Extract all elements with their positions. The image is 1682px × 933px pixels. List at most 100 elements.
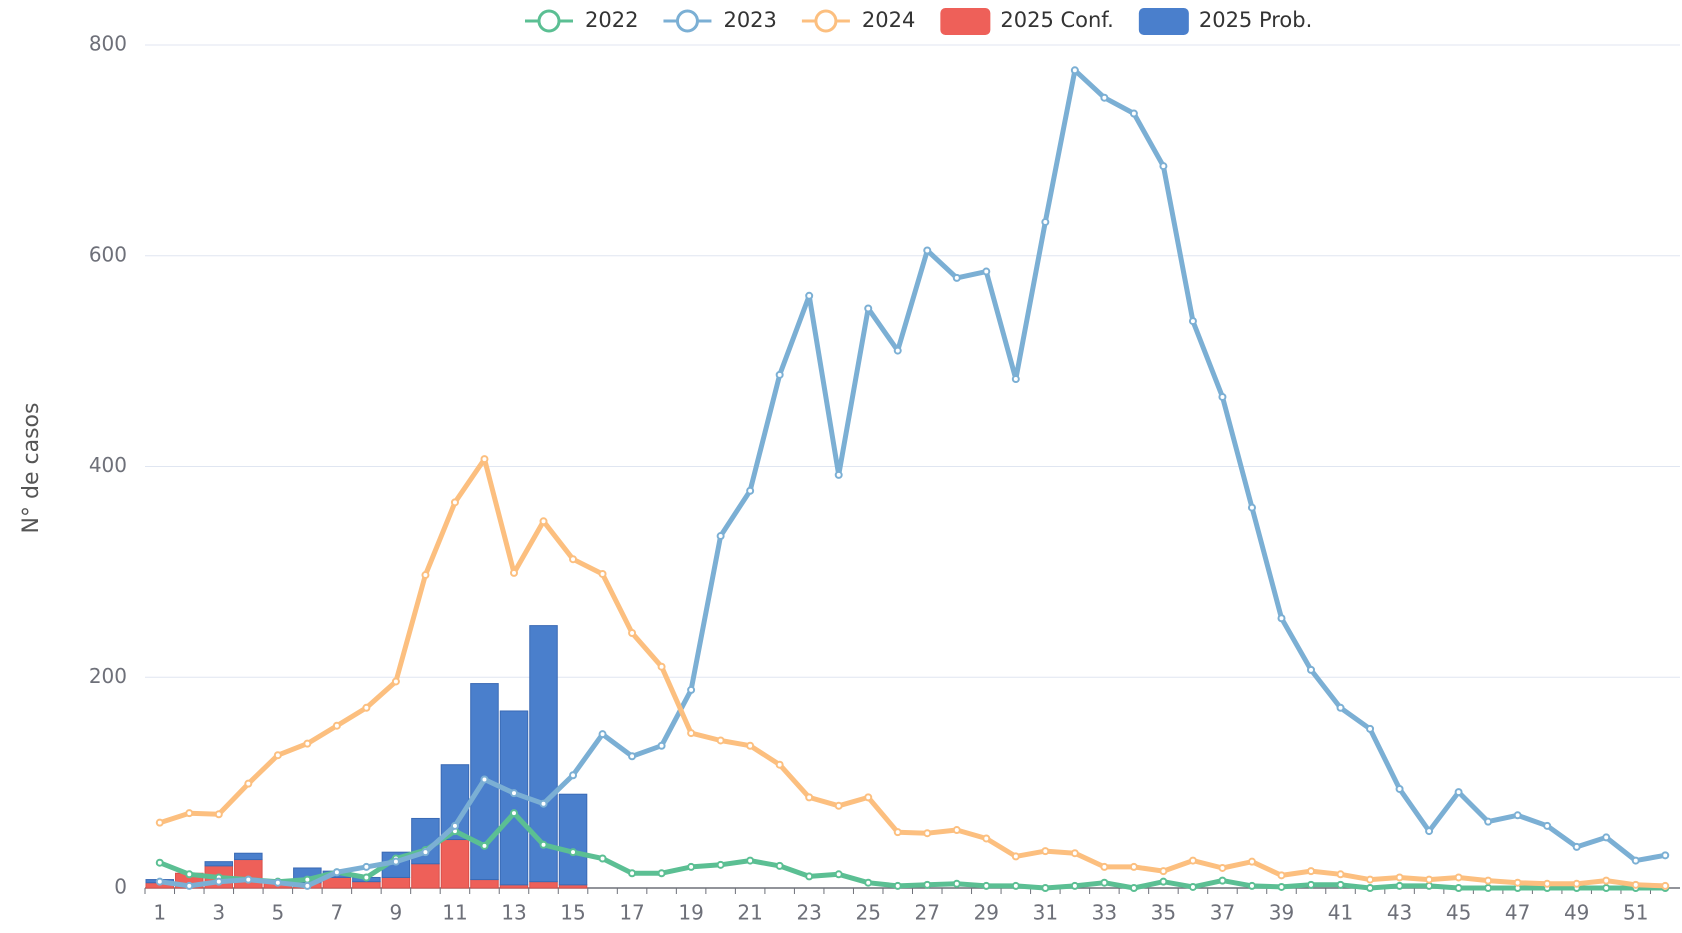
point bbox=[155, 818, 164, 827]
point bbox=[952, 273, 961, 282]
x-tick-label: 35 bbox=[1151, 901, 1176, 925]
point bbox=[185, 870, 194, 879]
point bbox=[1454, 884, 1463, 892]
point bbox=[569, 848, 578, 857]
y-tick-label: 600 bbox=[89, 242, 127, 266]
point bbox=[1277, 882, 1286, 891]
x-tick-label: 33 bbox=[1092, 901, 1117, 925]
point bbox=[687, 685, 696, 694]
point bbox=[391, 857, 400, 866]
point bbox=[1395, 784, 1404, 793]
point bbox=[628, 628, 637, 637]
point bbox=[1336, 870, 1345, 879]
point bbox=[244, 875, 253, 884]
point bbox=[893, 881, 902, 890]
point bbox=[1100, 862, 1109, 871]
point bbox=[362, 862, 371, 871]
point bbox=[893, 828, 902, 837]
x-tick-label: 5 bbox=[271, 901, 284, 925]
point bbox=[746, 486, 755, 495]
point bbox=[1513, 878, 1522, 887]
point bbox=[1572, 879, 1581, 888]
point bbox=[775, 760, 784, 769]
legend-label: 2025 Conf. bbox=[1000, 8, 1113, 32]
x-tick-label: 1 bbox=[153, 901, 166, 925]
x-tick-label: 3 bbox=[212, 901, 225, 925]
point bbox=[1661, 881, 1670, 890]
point bbox=[834, 870, 843, 879]
point bbox=[1218, 863, 1227, 872]
point bbox=[805, 872, 814, 881]
point bbox=[1366, 875, 1375, 884]
point bbox=[716, 532, 725, 541]
point bbox=[1661, 851, 1670, 860]
point bbox=[805, 793, 814, 802]
bar bbox=[234, 859, 263, 889]
point bbox=[598, 854, 607, 863]
point bbox=[332, 721, 341, 730]
point bbox=[805, 291, 814, 300]
point bbox=[509, 809, 518, 818]
point bbox=[1070, 66, 1079, 75]
x-tick-label: 13 bbox=[501, 901, 526, 925]
point bbox=[480, 841, 489, 850]
point bbox=[1188, 317, 1197, 326]
point bbox=[982, 881, 991, 890]
point bbox=[657, 741, 666, 750]
point bbox=[1041, 884, 1050, 892]
point bbox=[1602, 876, 1611, 885]
bar bbox=[411, 863, 440, 889]
point bbox=[598, 569, 607, 578]
bar bbox=[470, 879, 499, 889]
y-tick-label: 200 bbox=[89, 664, 127, 688]
point bbox=[1188, 882, 1197, 891]
point bbox=[923, 829, 932, 838]
x-tick-label: 21 bbox=[737, 901, 762, 925]
legend-label: 2022 bbox=[585, 8, 638, 32]
point bbox=[1395, 873, 1404, 882]
y-tick-label: 400 bbox=[89, 453, 127, 477]
point bbox=[303, 739, 312, 748]
x-tick-label: 9 bbox=[390, 901, 403, 925]
x-tick-label: 27 bbox=[915, 901, 940, 925]
point bbox=[1100, 878, 1109, 887]
point bbox=[1277, 871, 1286, 880]
point bbox=[1129, 109, 1138, 118]
point bbox=[893, 346, 902, 355]
point bbox=[716, 736, 725, 745]
point bbox=[421, 571, 430, 580]
legend-icon bbox=[1138, 8, 1189, 35]
point bbox=[332, 868, 341, 877]
point bbox=[1159, 877, 1168, 886]
point bbox=[1425, 881, 1434, 890]
point bbox=[273, 878, 282, 887]
point bbox=[155, 877, 164, 886]
point bbox=[421, 848, 430, 857]
point bbox=[1454, 788, 1463, 797]
point bbox=[1513, 811, 1522, 820]
point bbox=[834, 801, 843, 810]
point bbox=[1307, 867, 1316, 876]
point bbox=[450, 498, 459, 507]
x-tick-label: 49 bbox=[1564, 901, 1589, 925]
point bbox=[923, 246, 932, 255]
point bbox=[982, 267, 991, 276]
point bbox=[746, 741, 755, 750]
x-tick-label: 37 bbox=[1210, 901, 1235, 925]
x-tick-label: 19 bbox=[678, 901, 703, 925]
point bbox=[509, 568, 518, 577]
bar bbox=[529, 625, 558, 883]
point bbox=[628, 869, 637, 878]
bar bbox=[381, 876, 411, 889]
point bbox=[569, 555, 578, 564]
point bbox=[1188, 856, 1197, 865]
point bbox=[1484, 876, 1493, 885]
bar bbox=[234, 852, 263, 861]
point bbox=[628, 752, 637, 761]
point bbox=[1366, 884, 1375, 892]
legend-label: 2023 bbox=[723, 8, 776, 32]
point bbox=[1129, 862, 1138, 871]
point bbox=[1159, 867, 1168, 876]
point bbox=[480, 455, 489, 464]
point bbox=[746, 856, 755, 865]
